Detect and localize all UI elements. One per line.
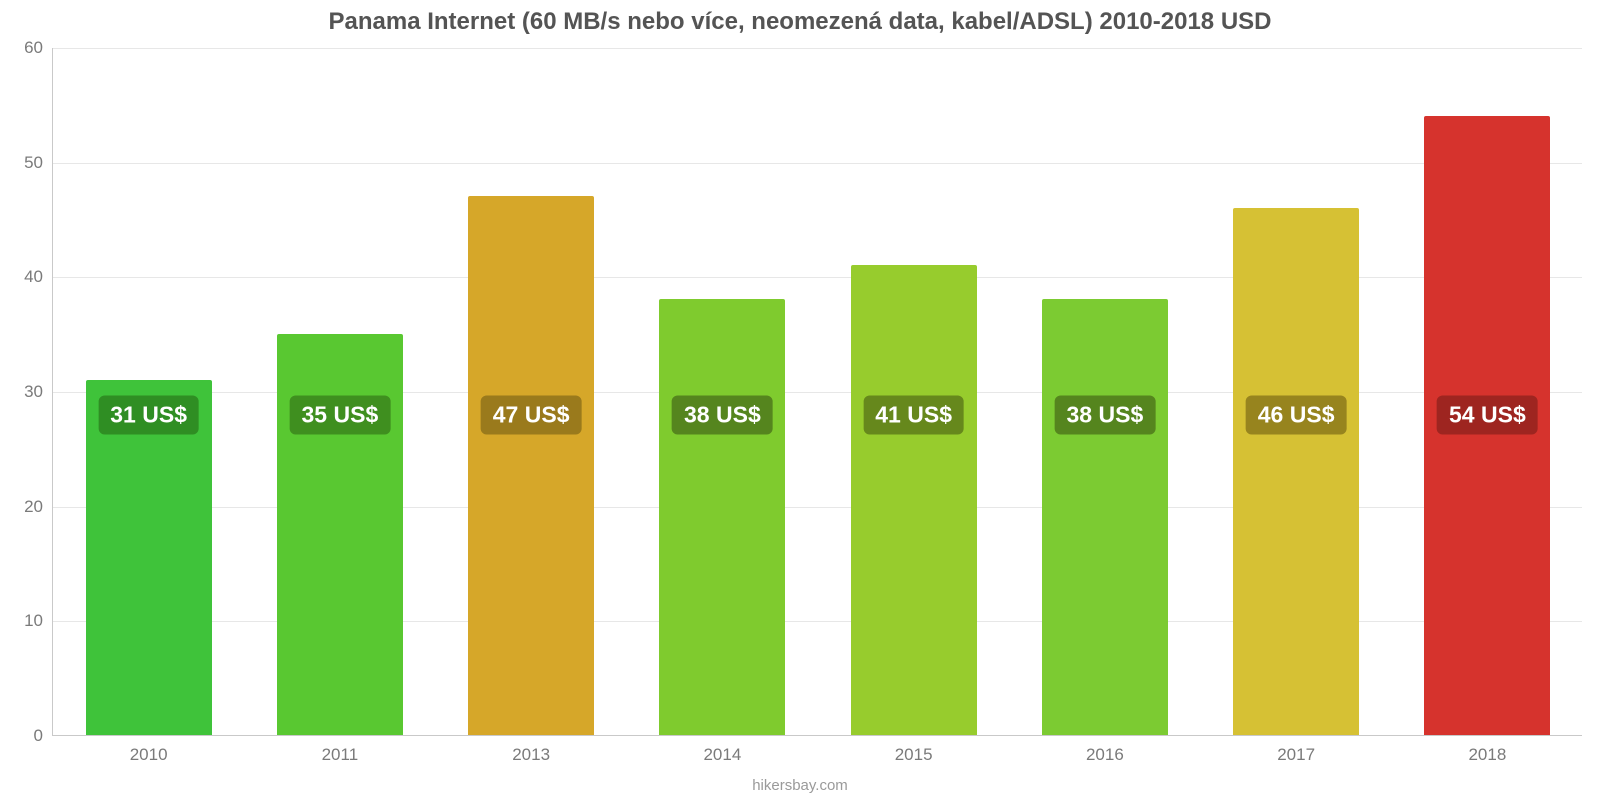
bar — [1233, 208, 1359, 735]
y-tick-label: 0 — [34, 726, 53, 746]
y-tick-label: 50 — [24, 153, 53, 173]
bar-value-label: 35 US$ — [290, 396, 391, 435]
bar-value-label: 46 US$ — [1246, 396, 1347, 435]
y-tick-label: 40 — [24, 267, 53, 287]
y-tick-label: 20 — [24, 497, 53, 517]
x-tick-label: 2013 — [512, 735, 550, 765]
y-tick-label: 10 — [24, 611, 53, 631]
bar — [277, 334, 403, 735]
bar-value-label: 38 US$ — [672, 396, 773, 435]
x-tick-label: 2016 — [1086, 735, 1124, 765]
bar-value-label: 41 US$ — [863, 396, 964, 435]
chart-title: Panama Internet (60 MB/s nebo více, neom… — [0, 8, 1600, 36]
bar-value-label: 31 US$ — [98, 396, 199, 435]
attribution-text: hikersbay.com — [0, 777, 1600, 794]
bar — [1042, 299, 1168, 735]
bar — [468, 196, 594, 735]
x-tick-label: 2017 — [1277, 735, 1315, 765]
x-tick-label: 2011 — [322, 735, 359, 765]
x-tick-label: 2015 — [895, 735, 933, 765]
y-gridline — [53, 163, 1582, 164]
chart-container: Panama Internet (60 MB/s nebo více, neom… — [0, 0, 1600, 800]
x-tick-label: 2014 — [703, 735, 741, 765]
y-tick-label: 30 — [24, 382, 53, 402]
y-gridline — [53, 48, 1582, 49]
x-tick-label: 2010 — [130, 735, 168, 765]
bar-value-label: 38 US$ — [1055, 396, 1156, 435]
plot-area: 010203040506031 US$201035 US$201147 US$2… — [52, 48, 1582, 736]
y-tick-label: 60 — [24, 38, 53, 58]
bar — [851, 265, 977, 735]
bar-value-label: 54 US$ — [1437, 396, 1538, 435]
bar — [659, 299, 785, 735]
bar-value-label: 47 US$ — [481, 396, 582, 435]
x-tick-label: 2018 — [1468, 735, 1506, 765]
